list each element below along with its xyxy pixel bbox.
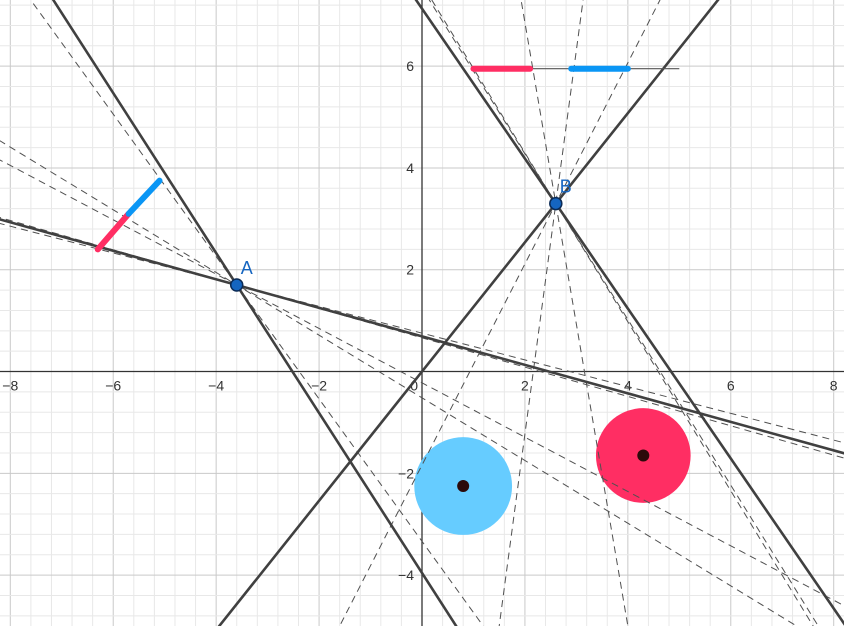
x-tick-label: 0	[410, 378, 418, 394]
x-tick-labels: −8 −6 −4 −2 0 2 4 6 8	[2, 378, 838, 394]
red-disc-center[interactable]	[637, 449, 650, 462]
y-tick-labels: −4 −2 2 4 6	[398, 58, 414, 583]
x-tick-label: −4	[208, 378, 224, 394]
x-tick-label: 6	[727, 378, 735, 394]
y-tick-label: −2	[398, 465, 414, 481]
point-a[interactable]	[229, 278, 244, 292]
blue-segment-left[interactable]	[125, 177, 163, 217]
x-tick-label: 2	[521, 378, 529, 394]
points: A B	[229, 177, 572, 292]
y-tick-label: 4	[406, 160, 414, 176]
segments	[94, 65, 680, 253]
y-tick-label: 6	[406, 58, 414, 74]
discs	[414, 408, 691, 535]
x-tick-label: 8	[830, 378, 838, 394]
y-tick-label: −4	[398, 567, 414, 583]
x-tick-label: 4	[624, 378, 632, 394]
point-a-label: A	[241, 258, 253, 278]
y-tick-label: 2	[406, 262, 414, 278]
red-segment-left[interactable]	[94, 210, 132, 253]
blue-disc-center[interactable]	[457, 480, 470, 493]
x-tick-label: −8	[2, 378, 18, 394]
point-b[interactable]	[549, 196, 563, 211]
x-tick-label: −2	[311, 378, 327, 394]
point-b-label: B	[560, 177, 572, 197]
x-tick-label: −6	[105, 378, 121, 394]
